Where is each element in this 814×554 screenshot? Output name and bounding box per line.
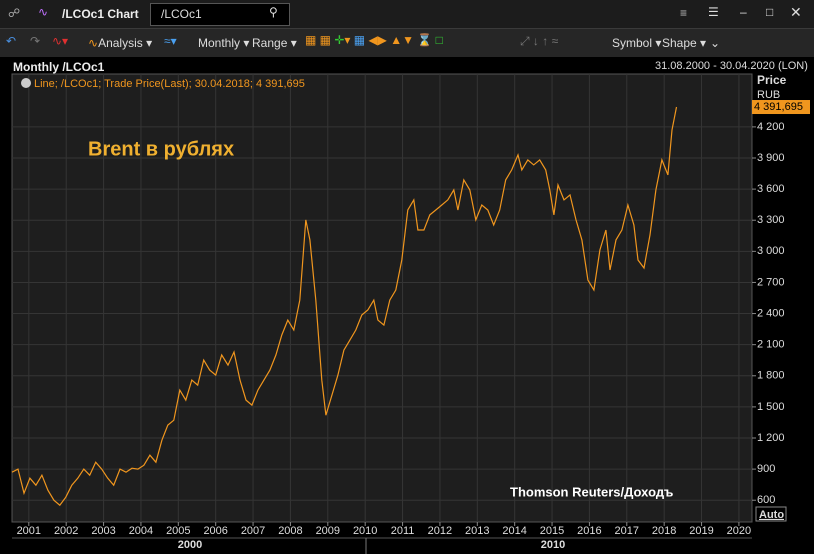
chart-header: Monthly /LCOc1 [13,60,105,74]
x-tick-label: 2014 [502,525,526,537]
x-tick-label: 2012 [428,525,452,537]
legend: Line; /LCOc1; Trade Price(Last); 30.04.2… [34,78,305,90]
shape-button[interactable]: Shape ▾ [662,36,707,50]
x-tick-label: 2019 [689,525,713,537]
search-box[interactable]: /LCOc1 ⚲ [150,3,290,26]
y-tick-label: 3 000 [757,245,785,257]
y-tick-label: 1 500 [757,401,785,413]
x-tick-label: 2018 [652,525,676,537]
auto-label: Auto [759,509,784,521]
x-tick-label: 2002 [54,525,78,537]
x-tick-label: 2008 [278,525,302,537]
chart: Line; /LCOc1; Trade Price(Last); 30.04.2… [11,73,810,554]
x-tick-label: 2005 [166,525,190,537]
redo-button[interactable]: ↷ [30,34,41,48]
y-tick-label: 600 [757,494,775,506]
search-text: /LCOc1 [161,7,202,21]
search-icon[interactable]: ⚲ [269,5,278,19]
y-tick-label: 1 800 [757,370,785,382]
x-tick-label: 2006 [203,525,227,537]
plot-area [11,73,753,523]
x-tick-label: 2015 [540,525,564,537]
x-tick-label: 2010 [353,525,377,537]
interval-button[interactable]: Monthly ▾ [198,36,250,50]
x-tick-label: 2011 [391,525,415,537]
symbol-button[interactable]: Symbol ▾ [612,36,662,50]
y-tick-label: 2 400 [757,307,785,319]
app-icon: ∿ [38,5,49,19]
x-tick-label: 2004 [129,525,153,537]
date-range: 31.08.2000 - 30.04.2020 (LON) [655,60,808,72]
maximize-button[interactable]: □ [766,5,774,19]
y-tick-label: 3 900 [757,152,785,164]
price-line [11,106,678,507]
interval-label: Monthly [198,36,241,50]
legend-icon [21,78,31,88]
chart-tools[interactable]: ▦ ▦ ✛▾ ▦ ◀▶ ▲▼ ⌛ □ [305,33,443,47]
x-tick-label: 2009 [316,525,340,537]
y-tick-label: 4 200 [757,121,785,133]
menu-button[interactable]: ☰ [708,5,719,19]
last-value-box [752,100,810,115]
tree-button[interactable]: ≡ [680,6,688,20]
y-tick-label: 1 200 [757,432,785,444]
line-type-button[interactable]: ∿▾ [52,34,69,48]
x-tick-label: 2017 [615,525,639,537]
y-tick-label: 3 600 [757,183,785,195]
x-tick-label: 2003 [91,525,115,537]
disabled-tools: ⤢ ↓ ↑ ≈ [520,34,559,48]
link-icon[interactable]: ☍ [8,6,21,20]
x-tick-label: 2016 [577,525,601,537]
axis-label: Price [757,73,787,87]
grid [12,74,752,522]
axis-label: RUB [757,89,780,101]
y-tick-label: 3 300 [757,214,785,226]
y-tick-label: 900 [757,463,775,475]
window-title: /LCOc1 Chart [62,7,139,21]
undo-button[interactable]: ↶ [6,34,17,48]
close-button[interactable]: ✕ [790,4,802,20]
toolbar: ↶ ↷ ∿▾ ∿Analysis ▾ ≈▾ Monthly ▾ Range ▾ … [0,28,814,57]
annotation: Thomson Reuters/Доходъ [510,484,673,499]
symbol-label: Symbol [612,36,653,50]
y-tick-label: 2 100 [757,339,785,351]
x-tick-label: 2007 [241,525,265,537]
auto-button[interactable] [755,506,787,522]
range-label: Range [252,36,288,50]
x-tick-label: 2013 [465,525,489,537]
compare-button[interactable]: ≈▾ [164,34,177,48]
x-group-label: 2000 [178,539,202,551]
x-group-label: 2010 [541,539,565,551]
title-bar: ☍ ∿ /LCOc1 Chart /LCOc1 ⚲ ≡ ☰ – □ ✕ [0,0,814,28]
last-value-label: 4 391,695 [754,101,803,113]
x-tick-label: 2020 [727,525,751,537]
shape-label: Shape [662,36,697,50]
more-button[interactable]: ⌄ [710,36,721,50]
analysis-label: Analysis [98,36,143,50]
minimize-button[interactable]: – [740,5,747,19]
range-button[interactable]: Range ▾ [252,36,297,50]
y-tick-label: 2 700 [757,276,785,288]
x-tick-label: 2001 [17,525,41,537]
chart-title: Brent в рублях [88,138,234,160]
analysis-button[interactable]: ∿Analysis ▾ [88,36,153,50]
